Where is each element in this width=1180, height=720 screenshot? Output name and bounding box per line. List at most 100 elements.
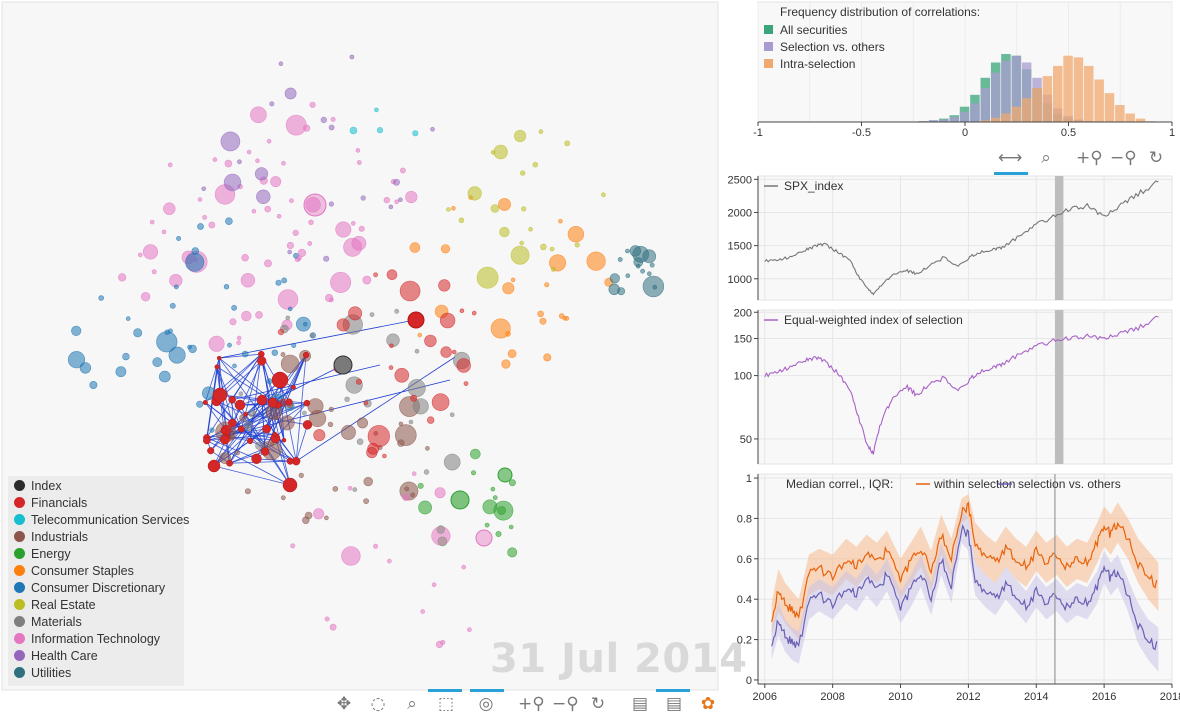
network-node[interactable]: [652, 284, 658, 290]
network-node[interactable]: [374, 107, 379, 113]
selected-node[interactable]: [207, 459, 221, 473]
network-node[interactable]: [369, 312, 375, 317]
network-node[interactable]: [490, 150, 496, 155]
selected-node[interactable]: [226, 459, 233, 467]
hover-icon[interactable]: ▤: [631, 694, 649, 714]
selected-node[interactable]: [203, 436, 211, 445]
network-node[interactable]: [269, 441, 275, 447]
reset-icon[interactable]: ↻: [1148, 148, 1164, 168]
network-node[interactable]: [388, 204, 394, 210]
network-node[interactable]: [519, 240, 525, 246]
network-node[interactable]: [420, 609, 426, 614]
network-node[interactable]: [296, 255, 302, 261]
network-node[interactable]: [248, 409, 257, 418]
network-node[interactable]: [438, 279, 451, 292]
network-node[interactable]: [544, 282, 550, 288]
selected-node[interactable]: [262, 424, 271, 434]
network-node[interactable]: [425, 446, 430, 451]
selected-node[interactable]: [228, 395, 236, 404]
network-node[interactable]: [225, 217, 233, 225]
legend-item[interactable]: Materials: [14, 615, 82, 632]
network-node[interactable]: [405, 190, 418, 204]
network-node[interactable]: [209, 427, 215, 433]
zoom-out-icon[interactable]: −⚲: [552, 694, 579, 714]
network-node[interactable]: [363, 400, 369, 406]
network-node[interactable]: [482, 499, 498, 515]
network-node[interactable]: [497, 467, 513, 483]
network-node[interactable]: [208, 335, 225, 352]
selected-node[interactable]: [271, 371, 289, 389]
network-node[interactable]: [122, 352, 130, 361]
network-node[interactable]: [277, 328, 285, 336]
network-node[interactable]: [471, 310, 477, 316]
network-node[interactable]: [459, 308, 465, 314]
network-node[interactable]: [484, 522, 490, 528]
network-node[interactable]: [324, 616, 330, 622]
network-node[interactable]: [133, 328, 143, 338]
selected-node[interactable]: [256, 394, 268, 406]
network-node[interactable]: [307, 241, 313, 246]
legend-item[interactable]: Consumer Staples: [14, 564, 134, 581]
network-node[interactable]: [196, 400, 204, 408]
network-node[interactable]: [289, 198, 294, 204]
network-node[interactable]: [490, 204, 500, 213]
network-node[interactable]: [393, 178, 400, 186]
network-node[interactable]: [176, 236, 182, 242]
network-node[interactable]: [255, 311, 263, 319]
network-node[interactable]: [492, 495, 498, 501]
network-node[interactable]: [609, 273, 620, 284]
network-node[interactable]: [490, 318, 511, 339]
network-node[interactable]: [191, 247, 200, 255]
network-node[interactable]: [234, 450, 240, 456]
network-node[interactable]: [412, 398, 429, 415]
network-node[interactable]: [223, 284, 230, 290]
network-node[interactable]: [558, 218, 563, 224]
network-node[interactable]: [431, 393, 450, 412]
network-node[interactable]: [304, 511, 313, 520]
selected-node[interactable]: [290, 384, 296, 390]
network-node[interactable]: [197, 197, 203, 202]
network-node[interactable]: [303, 124, 311, 132]
network-node[interactable]: [302, 321, 308, 327]
network-node[interactable]: [349, 54, 355, 60]
network-node[interactable]: [498, 198, 511, 211]
box-zoom-icon[interactable]: ⌕: [1041, 148, 1051, 168]
network-node[interactable]: [601, 192, 606, 198]
network-node[interactable]: [348, 306, 363, 321]
network-node[interactable]: [440, 244, 451, 254]
network-node[interactable]: [266, 138, 272, 144]
network-node[interactable]: [167, 162, 173, 168]
legend-item[interactable]: Index: [14, 479, 62, 496]
network-node[interactable]: [640, 268, 645, 274]
network-node[interactable]: [427, 416, 435, 424]
network-node[interactable]: [320, 116, 327, 123]
network-node[interactable]: [292, 229, 299, 236]
network-node[interactable]: [649, 262, 655, 268]
selected-node[interactable]: [243, 411, 248, 417]
network-node[interactable]: [469, 448, 481, 460]
network-node[interactable]: [608, 283, 620, 295]
reset-icon[interactable]: ↻: [590, 694, 606, 714]
network-node[interactable]: [151, 269, 157, 275]
network-node[interactable]: [323, 255, 330, 262]
network-node[interactable]: [625, 248, 630, 254]
network-node[interactable]: [243, 421, 253, 431]
network-node[interactable]: [330, 271, 352, 293]
network-node[interactable]: [409, 242, 421, 253]
network-node[interactable]: [617, 257, 623, 262]
network-node[interactable]: [149, 219, 155, 225]
network-node[interactable]: [360, 195, 366, 201]
network-node[interactable]: [336, 318, 350, 332]
network-node[interactable]: [398, 197, 403, 203]
legend-item[interactable]: Information Technology: [14, 632, 160, 649]
network-node[interactable]: [254, 167, 269, 181]
network-node[interactable]: [324, 515, 329, 521]
network-node[interactable]: [349, 126, 358, 135]
network-node[interactable]: [373, 543, 379, 549]
network-node[interactable]: [355, 378, 362, 385]
selected-node[interactable]: [302, 351, 310, 359]
zoom-out-icon[interactable]: −⚲: [1110, 148, 1137, 168]
network-node[interactable]: [224, 159, 233, 168]
network-node[interactable]: [507, 349, 517, 359]
network-node[interactable]: [229, 318, 237, 326]
